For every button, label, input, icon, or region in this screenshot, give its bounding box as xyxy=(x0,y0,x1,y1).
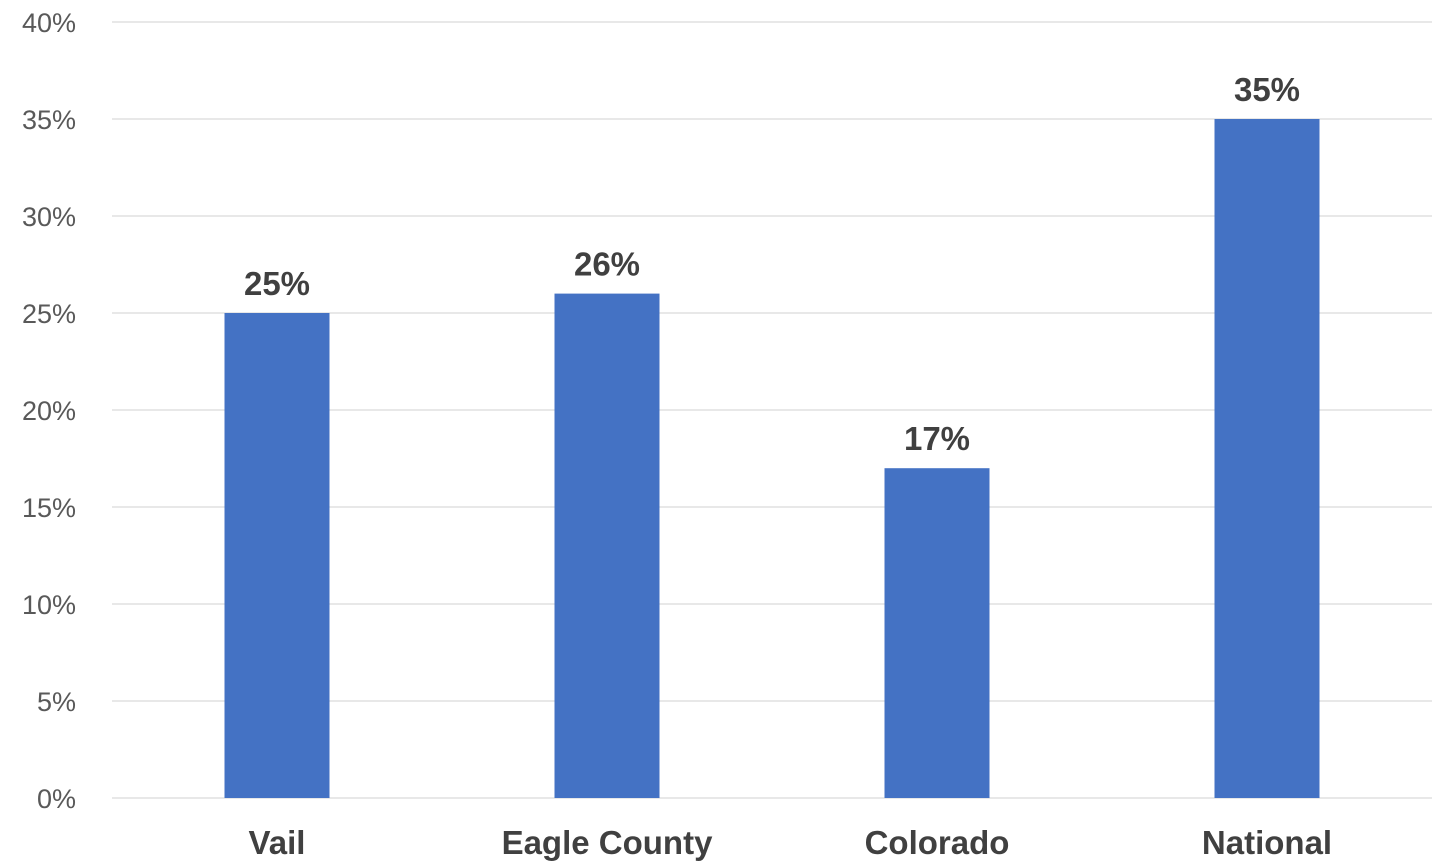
bar-colorado xyxy=(884,468,990,798)
bars xyxy=(224,119,1320,798)
x-axis-tick-labels: Vail Eagle County Colorado National xyxy=(249,824,1333,861)
data-label: 25% xyxy=(244,265,310,302)
bar-vail xyxy=(224,313,330,798)
x-tick-label: Eagle County xyxy=(502,824,714,861)
y-tick-label: 30% xyxy=(22,202,76,232)
y-tick-label: 5% xyxy=(37,687,76,717)
y-tick-label: 15% xyxy=(22,493,76,523)
x-tick-label: Colorado xyxy=(865,824,1010,861)
x-tick-label: National xyxy=(1202,824,1332,861)
gridlines xyxy=(112,21,1432,799)
data-label: 17% xyxy=(904,420,970,457)
y-tick-label: 40% xyxy=(22,8,76,38)
data-label: 35% xyxy=(1234,71,1300,108)
bar-national xyxy=(1214,119,1320,798)
bar-eagle-county xyxy=(554,293,660,798)
y-axis-tick-labels: 0% 5% 10% 15% 20% 25% 30% 35% 40% xyxy=(22,8,76,814)
y-tick-label: 10% xyxy=(22,590,76,620)
y-tick-label: 0% xyxy=(37,784,76,814)
y-tick-label: 25% xyxy=(22,299,76,329)
data-label: 26% xyxy=(574,246,640,283)
data-labels: 25% 26% 17% 35% xyxy=(244,71,1300,457)
y-tick-label: 20% xyxy=(22,396,76,426)
y-tick-label: 35% xyxy=(22,105,76,135)
x-tick-label: Vail xyxy=(249,824,306,861)
